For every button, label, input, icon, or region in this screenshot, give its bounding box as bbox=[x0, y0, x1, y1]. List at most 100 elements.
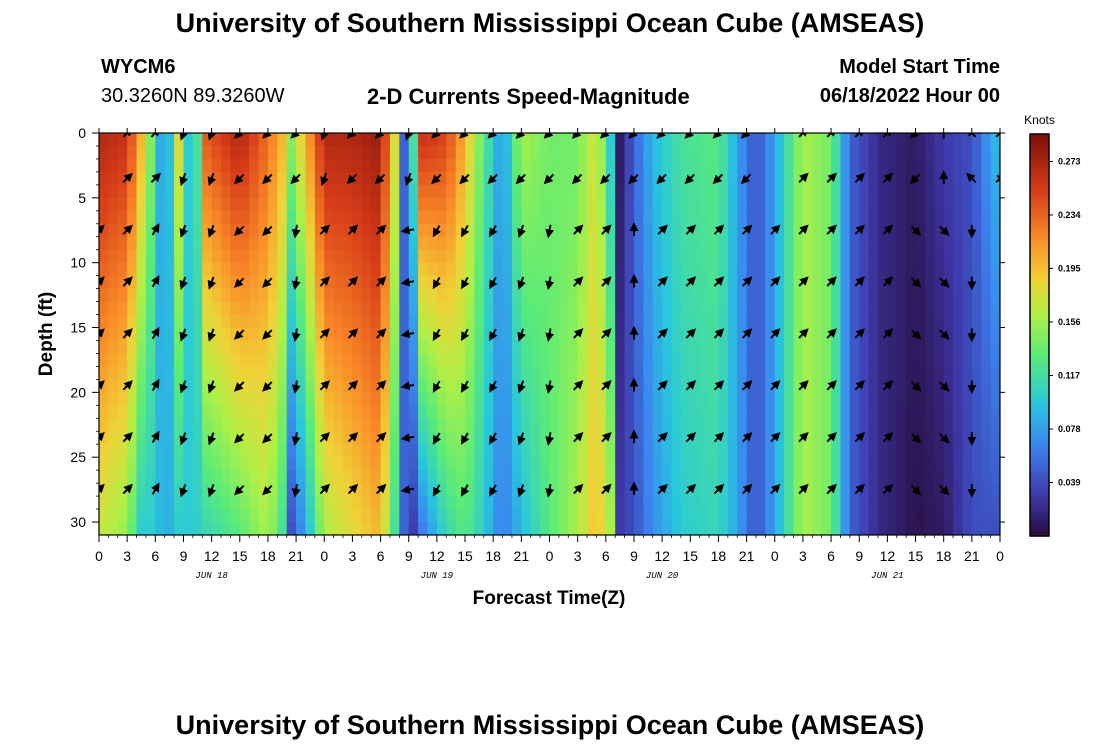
heatmap-cell bbox=[643, 457, 654, 471]
current-vector-arrow bbox=[233, 433, 245, 444]
heatmap-cell bbox=[493, 288, 504, 303]
heatmap-cell bbox=[202, 184, 213, 199]
colorbar-segment bbox=[1030, 472, 1049, 477]
heatmap-cell bbox=[399, 509, 410, 523]
heatmap-cell bbox=[192, 483, 203, 497]
heatmap-cell bbox=[117, 509, 128, 523]
heatmap-cell bbox=[802, 509, 813, 523]
heatmap-cell bbox=[915, 288, 926, 303]
heatmap-cell bbox=[896, 314, 907, 329]
heatmap-cell bbox=[202, 379, 213, 393]
heatmap-cell bbox=[540, 236, 551, 251]
heatmap-cell bbox=[127, 496, 138, 510]
heatmap-cell bbox=[427, 249, 438, 264]
heatmap-cell bbox=[192, 509, 203, 523]
heatmap-cell bbox=[849, 392, 860, 406]
current-vector-arrow bbox=[939, 381, 950, 392]
heatmap-cell bbox=[840, 158, 851, 173]
heatmap-cell bbox=[305, 418, 316, 432]
heatmap-cell bbox=[296, 133, 307, 147]
heatmap-cell bbox=[990, 197, 1000, 212]
heatmap-cell bbox=[174, 145, 185, 160]
heatmap-cell bbox=[540, 470, 551, 484]
heatmap-cell bbox=[690, 275, 701, 290]
heatmap-cell bbox=[709, 249, 720, 264]
heatmap-cell bbox=[887, 275, 898, 290]
heatmap-cell bbox=[174, 405, 185, 419]
heatmap-cell bbox=[418, 171, 429, 186]
heatmap-cell bbox=[99, 444, 109, 458]
heatmap-cell bbox=[446, 262, 457, 277]
heatmap-cell bbox=[831, 470, 842, 484]
heatmap-cell bbox=[117, 184, 128, 199]
heatmap-cell bbox=[633, 314, 644, 329]
heatmap-cell bbox=[934, 249, 945, 264]
heatmap-cell bbox=[774, 262, 785, 277]
heatmap-cell bbox=[117, 470, 128, 484]
heatmap-cell bbox=[239, 197, 250, 212]
current-vector-arrow bbox=[179, 133, 188, 141]
heatmap-cell bbox=[981, 327, 992, 342]
heatmap-cell bbox=[361, 457, 372, 471]
heatmap-cell bbox=[840, 392, 851, 406]
heatmap-cell bbox=[971, 197, 982, 212]
heatmap-cell bbox=[746, 366, 757, 380]
heatmap-cell bbox=[549, 340, 560, 355]
heatmap-cell bbox=[755, 483, 766, 497]
heatmap-cell bbox=[530, 340, 541, 355]
heatmap-cell bbox=[389, 444, 400, 458]
heatmap-cell bbox=[737, 133, 748, 147]
heatmap-cell bbox=[446, 236, 457, 251]
heatmap-cell bbox=[868, 223, 879, 238]
heatmap-cell bbox=[446, 210, 457, 225]
heatmap-cell bbox=[314, 301, 325, 316]
heatmap-cell bbox=[953, 262, 964, 277]
heatmap-cell bbox=[840, 275, 851, 290]
heatmap-cell bbox=[127, 288, 138, 303]
heatmap-cell bbox=[849, 522, 860, 535]
heatmap-cell bbox=[755, 470, 766, 484]
heatmap-cell bbox=[802, 223, 813, 238]
heatmap-cell bbox=[99, 418, 109, 432]
heatmap-cell bbox=[643, 496, 654, 510]
heatmap-cell bbox=[840, 133, 851, 147]
heatmap-cell bbox=[136, 353, 147, 368]
heatmap-cell bbox=[718, 418, 729, 432]
heatmap-cell bbox=[305, 223, 316, 238]
heatmap-cell bbox=[277, 171, 288, 186]
heatmap-cell bbox=[746, 301, 757, 316]
heatmap-cell bbox=[859, 236, 870, 251]
heatmap-cell bbox=[333, 483, 344, 497]
colorbar-segment bbox=[1030, 499, 1049, 504]
heatmap-cell bbox=[906, 418, 917, 432]
heatmap-cell bbox=[924, 158, 935, 173]
current-vector-arrow bbox=[150, 172, 162, 184]
heatmap-cell bbox=[511, 327, 522, 342]
colorbar-segment bbox=[1030, 294, 1049, 299]
heatmap-cell bbox=[699, 197, 710, 212]
heatmap-cell bbox=[324, 314, 335, 329]
heatmap-cell bbox=[221, 496, 231, 510]
heatmap-cell bbox=[924, 210, 935, 225]
heatmap-cell bbox=[737, 444, 748, 458]
heatmap-cell bbox=[296, 353, 307, 368]
heatmap-cell bbox=[117, 496, 128, 510]
heatmap-cell bbox=[521, 314, 532, 329]
heatmap-cell bbox=[418, 314, 429, 329]
heatmap-cell bbox=[324, 366, 335, 380]
colorbar-tick-label: 0.117 bbox=[1058, 370, 1080, 380]
heatmap-cell bbox=[380, 327, 391, 342]
heatmap-cell bbox=[230, 249, 241, 264]
heatmap-cell bbox=[521, 522, 532, 535]
heatmap-cell bbox=[221, 158, 231, 173]
heatmap-cell bbox=[680, 444, 691, 458]
heatmap-cell bbox=[127, 249, 138, 264]
heatmap-cell bbox=[596, 236, 607, 251]
heatmap-cell bbox=[943, 496, 954, 510]
heatmap-cell bbox=[774, 171, 785, 186]
heatmap-cell bbox=[633, 327, 644, 342]
heatmap-cell bbox=[887, 496, 898, 510]
heatmap-cell bbox=[502, 133, 513, 147]
heatmap-cell bbox=[943, 457, 954, 471]
heatmap-cell bbox=[840, 210, 851, 225]
